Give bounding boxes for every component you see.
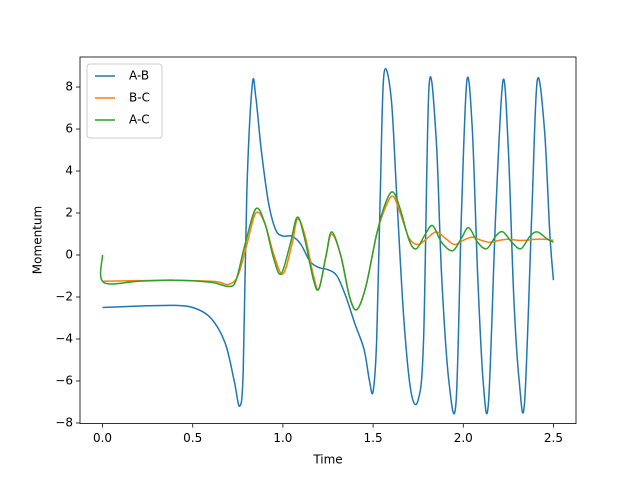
y-tick-label: −6	[55, 373, 73, 387]
x-tick-label: 0.0	[93, 431, 112, 445]
y-tick-label: 2	[65, 206, 73, 220]
legend-label: B-C	[129, 91, 150, 105]
legend-box	[86, 63, 163, 139]
legend-label: A-B	[129, 69, 149, 83]
legend-label: A-C	[129, 113, 150, 127]
y-tick-label: 0	[65, 247, 73, 261]
data-line	[99, 191, 554, 311]
data-line	[102, 67, 555, 415]
y-tick-label: 6	[65, 122, 73, 136]
y-tick-label: 8	[65, 80, 73, 94]
y-tick-label: −4	[55, 331, 73, 345]
y-tick-label: 4	[65, 164, 73, 178]
x-tick-label: 1.0	[273, 431, 292, 445]
x-axis-label: Time	[312, 453, 342, 467]
x-tick-label: 2.0	[454, 431, 473, 445]
plot-frame	[79, 56, 577, 425]
y-tick-label: −8	[55, 415, 73, 429]
y-tick-label: −2	[55, 289, 73, 303]
x-tick-label: 1.5	[364, 431, 383, 445]
x-tick-label: 2.5	[544, 431, 563, 445]
x-tick-label: 0.5	[183, 431, 202, 445]
y-axis-label: Momentum	[31, 206, 45, 274]
